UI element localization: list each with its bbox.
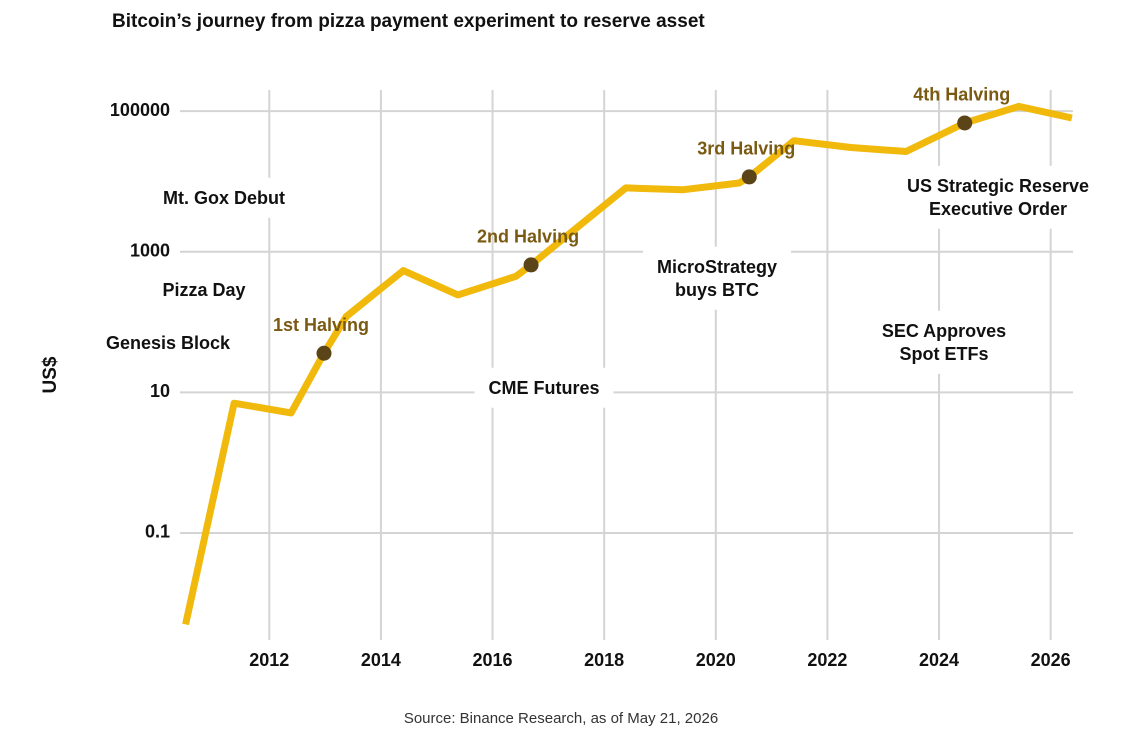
- annotation-background: [474, 367, 614, 408]
- x-tick-label: 2020: [696, 650, 736, 670]
- annotation-background: [642, 246, 792, 310]
- x-tick-label: 2012: [249, 650, 289, 670]
- x-tick-label: 2024: [919, 650, 959, 670]
- chart-title: Bitcoin’s journey from pizza payment exp…: [112, 11, 705, 32]
- annotation: Pizza Day: [162, 280, 245, 300]
- annotation: Spot ETFs: [900, 344, 989, 364]
- grid: 0.1 10 1000 100000 2012 2014 2016 2018 2020 2022 2…: [110, 90, 1073, 670]
- y-tick-label: 10: [150, 381, 170, 401]
- annotation: Genesis Block: [106, 333, 231, 353]
- halving-marker: [316, 345, 332, 361]
- x-tick-label: 2014: [361, 650, 401, 670]
- annotation-background: [892, 165, 1104, 229]
- annotation: CME Futures: [488, 378, 599, 398]
- annotation: SEC Approves: [882, 321, 1006, 341]
- annotation: US Strategic Reserve: [907, 176, 1089, 196]
- annotation: buys BTC: [675, 280, 759, 300]
- halving-label: 1st Halving: [273, 315, 369, 335]
- halving-marker: [741, 169, 757, 185]
- source-note: Source: Binance Research, as of May 21, …: [404, 710, 718, 727]
- halving-label: 2nd Halving: [477, 227, 579, 247]
- halving-marker: [523, 257, 539, 273]
- annotation-background: [867, 310, 1021, 374]
- halving-marker: [957, 115, 973, 131]
- x-tick-label: 2022: [807, 650, 847, 670]
- annotation-background: [91, 322, 246, 363]
- x-tick-label: 2018: [584, 650, 624, 670]
- y-axis-label: US$: [40, 356, 61, 393]
- y-tick-label: 100000: [110, 100, 170, 120]
- annotations: Mt. Gox Debut Pizza Day Genesis Block CME F…: [91, 165, 1104, 408]
- annotation-background: [148, 269, 260, 310]
- annotation-background: [149, 177, 299, 218]
- halving-label: 4th Halving: [913, 85, 1010, 105]
- halving-label: 3rd Halving: [697, 139, 795, 159]
- x-tick-label: 2026: [1031, 650, 1071, 670]
- plot: 1st Halving 2nd Halving 3rd Halving 4th Hal…: [182, 85, 1073, 626]
- x-tick-label: 2016: [473, 650, 513, 670]
- annotation: MicroStrategy: [657, 257, 777, 277]
- y-tick-label: 1000: [130, 241, 170, 261]
- annotation: Executive Order: [929, 199, 1067, 219]
- annotation: Mt. Gox Debut: [163, 188, 285, 208]
- y-tick-label: 0.1: [145, 522, 170, 542]
